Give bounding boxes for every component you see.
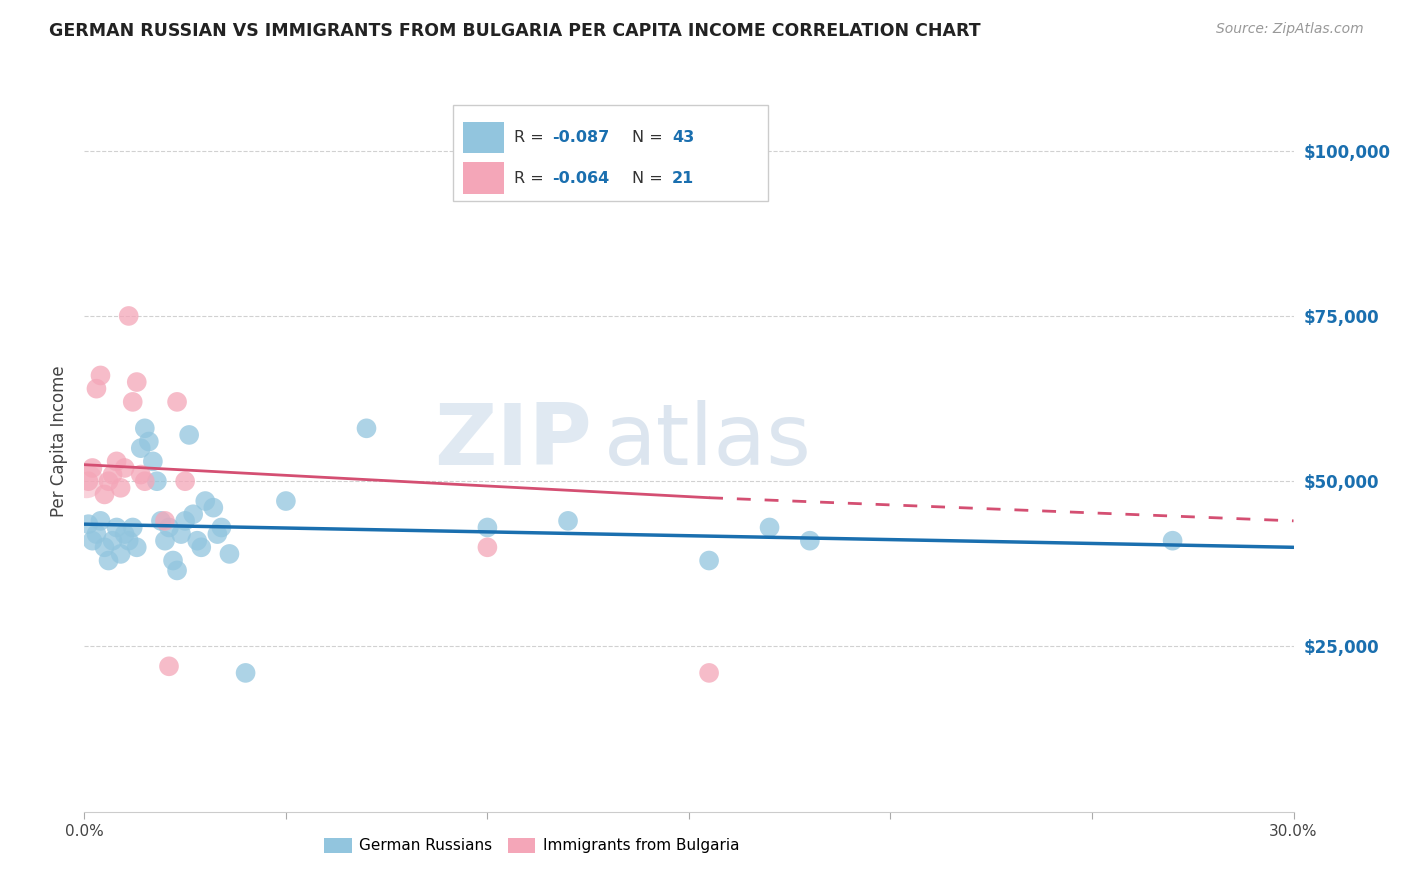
Point	[125, 375, 148, 389]
Text: Source: ZipAtlas.com: Source: ZipAtlas.com	[1216, 22, 1364, 37]
Point	[157, 659, 180, 673]
Point	[194, 494, 217, 508]
Point	[77, 474, 100, 488]
Point	[274, 494, 297, 508]
Point	[166, 395, 188, 409]
Point	[89, 368, 111, 383]
Point	[190, 541, 212, 555]
FancyBboxPatch shape	[463, 162, 503, 194]
Point	[142, 454, 165, 468]
Point	[125, 541, 148, 555]
Point	[157, 520, 180, 534]
Point	[86, 527, 108, 541]
Point	[174, 474, 197, 488]
Point	[758, 520, 780, 534]
Point	[110, 547, 132, 561]
Text: 21: 21	[672, 171, 695, 186]
Point	[97, 553, 120, 567]
Point	[697, 665, 720, 680]
Point	[202, 500, 225, 515]
Point	[134, 421, 156, 435]
Y-axis label: Per Capita Income: Per Capita Income	[49, 366, 67, 517]
Point	[121, 520, 143, 534]
Point	[356, 421, 378, 435]
Point	[101, 533, 124, 548]
Text: atlas: atlas	[605, 400, 813, 483]
Point	[235, 665, 257, 680]
Point	[114, 461, 136, 475]
Text: 43: 43	[672, 130, 695, 145]
FancyBboxPatch shape	[463, 121, 503, 153]
Point	[179, 428, 201, 442]
Point	[129, 467, 152, 482]
Point	[97, 474, 120, 488]
Point	[170, 527, 193, 541]
Point	[697, 553, 720, 567]
Point	[89, 514, 111, 528]
Point	[181, 508, 204, 522]
Point	[153, 533, 176, 548]
Point	[186, 533, 208, 548]
Point	[114, 527, 136, 541]
Legend: German Russians, Immigrants from Bulgaria: German Russians, Immigrants from Bulgari…	[318, 831, 745, 860]
Point	[75, 474, 97, 488]
Point	[105, 454, 128, 468]
Point	[82, 533, 104, 548]
Point	[118, 533, 141, 548]
Point	[477, 541, 499, 555]
Point	[93, 541, 115, 555]
Point	[105, 520, 128, 534]
Text: N =: N =	[633, 130, 668, 145]
Point	[799, 533, 821, 548]
Point	[86, 382, 108, 396]
Point	[93, 487, 115, 501]
Text: R =: R =	[513, 171, 548, 186]
Point	[77, 517, 100, 532]
Point	[162, 553, 184, 567]
Point	[146, 474, 169, 488]
Point	[101, 467, 124, 482]
Point	[110, 481, 132, 495]
Point	[153, 514, 176, 528]
Point	[209, 520, 232, 534]
Point	[1161, 533, 1184, 548]
Text: N =: N =	[633, 171, 668, 186]
Point	[138, 434, 160, 449]
Point	[166, 564, 188, 578]
Text: ZIP: ZIP	[434, 400, 592, 483]
Point	[129, 441, 152, 455]
Point	[121, 395, 143, 409]
Text: -0.087: -0.087	[553, 130, 610, 145]
Text: GERMAN RUSSIAN VS IMMIGRANTS FROM BULGARIA PER CAPITA INCOME CORRELATION CHART: GERMAN RUSSIAN VS IMMIGRANTS FROM BULGAR…	[49, 22, 981, 40]
Point	[82, 461, 104, 475]
Point	[134, 474, 156, 488]
Point	[174, 514, 197, 528]
Text: -0.064: -0.064	[553, 171, 610, 186]
Point	[218, 547, 240, 561]
FancyBboxPatch shape	[453, 104, 768, 201]
Point	[118, 309, 141, 323]
Text: R =: R =	[513, 130, 548, 145]
Point	[557, 514, 579, 528]
Point	[149, 514, 172, 528]
Point	[207, 527, 229, 541]
Point	[477, 520, 499, 534]
